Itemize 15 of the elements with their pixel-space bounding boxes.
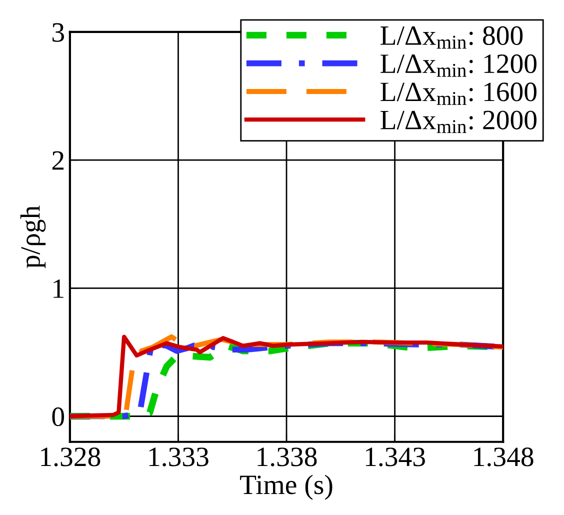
legend-label: L/Δx$_{min}$: 2000 [380, 110, 536, 133]
y-tick-label: 1 [54, 279, 64, 298]
x-axis-title: Time (s) [240, 474, 332, 500]
x-tick-label: 1.333 [149, 448, 208, 466]
y-axis-title: p/ρgh [20, 206, 46, 268]
y-tick-label: 0 [52, 407, 64, 426]
legend-label: L/Δx$_{min}$: 800 [380, 26, 523, 49]
legend-label: L/Δx$_{min}$: 1200 [380, 54, 536, 77]
legend-label: L/Δx$_{min}$: 1600 [380, 82, 536, 105]
y-tick-label: 3 [52, 23, 64, 42]
x-tick-label: 1.328 [41, 448, 100, 466]
x-tick-label: 1.338 [258, 448, 317, 466]
y-tick-label: 2 [52, 151, 64, 170]
x-tick-label: 1.348 [474, 448, 534, 466]
x-tick-label: 1.343 [366, 448, 425, 466]
